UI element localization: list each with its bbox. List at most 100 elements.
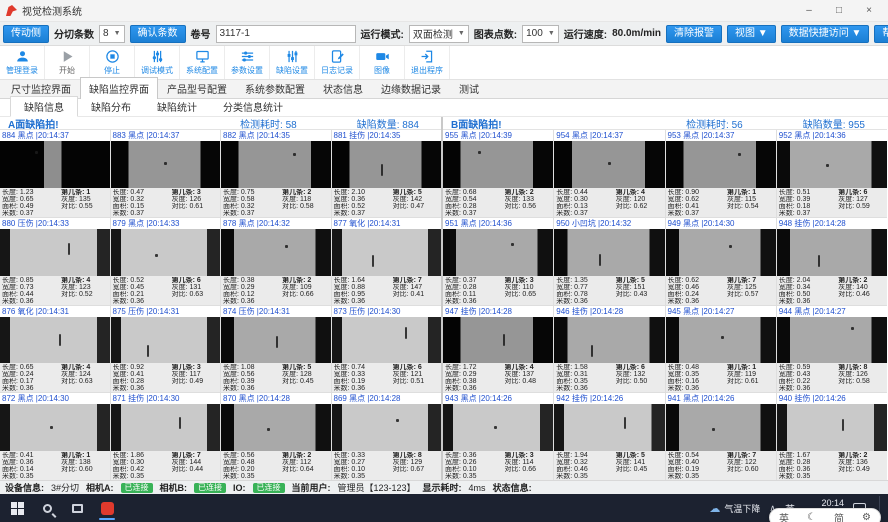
toolbar-button-monitor[interactable]: 系统配置 xyxy=(180,46,225,79)
minimize-icon[interactable]: – xyxy=(806,5,812,16)
defect-cell[interactable]: 955 黑点 |20:14:39 长度: 0.68 宽度: 0.54 面积: 0.28… xyxy=(443,130,554,217)
defect-cell[interactable]: 944 黑点 |20:14:27 长度: 0.59 宽度: 0.43 面积: 0.22… xyxy=(776,305,887,393)
tray-expand-icon[interactable]: ∧ xyxy=(769,502,776,513)
defect-cell[interactable]: 869 黑点 |20:14:28 长度: 0.33 宽度: 0.27 面积: 0.10… xyxy=(331,393,441,480)
subtab-0[interactable]: 缺陷信息 xyxy=(10,96,78,117)
toolbar-button-sliders-h[interactable]: 参数设置 xyxy=(225,46,270,79)
taskbar-search-button[interactable] xyxy=(32,496,62,520)
defect-cell[interactable]: 880 压伤 |20:14:33 长度: 0.85 宽度: 0.73 面积: 0.44… xyxy=(0,217,110,305)
tab-5[interactable]: 边缘数据记录 xyxy=(381,85,441,96)
defect-cell[interactable]: 947 挂伤 |20:14:28 长度: 1.72 宽度: 0.29 面积: 0.38… xyxy=(443,305,554,393)
metric-row: 米数: 0.35 xyxy=(778,473,811,480)
defect-cell[interactable]: 949 黑点 |20:14:30 长度: 0.62 宽度: 0.46 面积: 0.24… xyxy=(665,217,776,305)
subtab-1[interactable]: 缺陷分布 xyxy=(91,103,131,114)
defect-metrics-left: 长度: 0.56 宽度: 0.48 面积: 0.20 米数: 0.35 xyxy=(223,452,282,480)
subtab-2[interactable]: 缺陷统计 xyxy=(157,103,197,114)
toolbar-button-camera[interactable]: 图像 xyxy=(360,46,405,79)
metric-row: 灰度: 128 xyxy=(282,371,312,379)
metric-row: 灰度: 131 xyxy=(171,283,202,291)
defect-image xyxy=(554,228,665,276)
taskbar-app-button[interactable] xyxy=(92,496,122,520)
defect-cell[interactable]: 946 挂伤 |20:14:28 长度: 1.58 宽度: 0.31 面积: 0.35… xyxy=(554,305,665,393)
tab-1[interactable]: 缺陷监控界面 xyxy=(80,77,158,99)
tab-3[interactable]: 系统参数配置 xyxy=(245,85,305,96)
defect-image xyxy=(110,316,220,364)
chevron-down-icon: ▼ xyxy=(457,30,465,37)
defect-cell[interactable]: 870 黑点 |20:14:28 长度: 0.56 宽度: 0.48 面积: 0.20… xyxy=(221,393,331,480)
metric-row: 长度: 0.56 xyxy=(223,452,255,459)
defect-cell[interactable]: 884 黑点 |20:14:37 长度: 1.23 宽度: 0.65 面积: 0.49… xyxy=(0,130,110,217)
defect-info: 长度: 0.38 宽度: 0.29 面积: 0.12 米数: 0.36 第几条: 2 灰度… xyxy=(221,275,331,305)
defect-cell[interactable]: 879 黑点 |20:14:33 长度: 0.52 宽度: 0.45 面积: 0.21… xyxy=(110,217,220,305)
tab-2[interactable]: 产品型号配置 xyxy=(167,85,227,96)
defect-cell[interactable]: 950 小凹坑 |20:14:32 长度: 1.35 宽度: 0.77 面积: 0.7… xyxy=(554,217,665,305)
toolbar-button-sliders-v[interactable]: 缺陷设置 xyxy=(270,46,315,79)
roll-no-input[interactable] xyxy=(215,24,356,43)
clear-alarm-button[interactable]: 清除报警 xyxy=(666,24,723,43)
metric-row: 宽度: 0.43 xyxy=(778,371,811,379)
help-menu-button[interactable]: 帮助 ▼ xyxy=(874,24,888,43)
defect-cell[interactable]: 945 黑点 |20:14:27 长度: 0.48 宽度: 0.35 面积: 0.16… xyxy=(665,305,776,393)
toolbar-button-stop[interactable]: 停止 xyxy=(90,46,135,79)
tab-6[interactable]: 测试 xyxy=(459,85,479,96)
metric-row: 长度: 0.47 xyxy=(112,188,145,196)
clock-time: 20:14 xyxy=(821,498,844,508)
defect-cell[interactable]: 881 挂伤 |20:14:35 长度: 2.10 宽度: 0.36 面积: 0.52… xyxy=(331,130,441,217)
defect-mark xyxy=(155,253,159,257)
start-button[interactable] xyxy=(2,496,32,520)
metric-row: 第几条: 6 xyxy=(615,364,645,372)
tab-0[interactable]: 尺寸监控界面 xyxy=(11,85,71,96)
defect-cell[interactable]: 940 挂伤 |20:14:26 长度: 1.67 宽度: 0.28 面积: 0.36… xyxy=(776,393,887,480)
dark-mode-moon-icon[interactable]: ☾ xyxy=(807,512,816,522)
metric-row: 面积: 0.28 xyxy=(112,378,145,386)
defect-cell[interactable]: 943 黑点 |20:14:26 长度: 0.36 宽度: 0.26 面积: 0.10… xyxy=(443,393,554,480)
task-view-button[interactable] xyxy=(62,496,92,520)
subtab-3[interactable]: 分类信息统计 xyxy=(223,103,283,114)
metric-row: 长度: 0.59 xyxy=(778,364,811,372)
language-switcher[interactable]: 英 ☾ 简 ⚙ xyxy=(769,508,881,522)
defect-cell[interactable]: 942 挂伤 |20:14:26 长度: 1.94 宽度: 0.32 面积: 0.46… xyxy=(554,393,665,480)
show-desktop-button[interactable] xyxy=(879,496,882,520)
defect-metrics-left: 长度: 0.62 宽度: 0.46 面积: 0.24 米数: 0.36 xyxy=(668,277,728,305)
defect-cell[interactable]: 873 压伤 |20:14:30 长度: 0.74 宽度: 0.33 面积: 0.19… xyxy=(331,305,441,393)
view-menu-button[interactable]: 视图 ▼ xyxy=(727,24,776,43)
defect-cell[interactable]: 877 氧化 |20:14:31 长度: 1.64 宽度: 0.88 面积: 0.95… xyxy=(331,217,441,305)
defect-cell[interactable]: 878 黑点 |20:14:32 长度: 0.38 宽度: 0.29 面积: 0.12… xyxy=(221,217,331,305)
monitor-icon xyxy=(195,49,210,64)
defect-cell[interactable]: 953 黑点 |20:14:37 长度: 0.90 宽度: 0.62 面积: 0.41… xyxy=(665,130,776,217)
toolbar-button-exit[interactable]: 退出程序 xyxy=(405,46,450,79)
chart-points-label: 图表点数: xyxy=(473,30,518,41)
maximize-icon[interactable]: □ xyxy=(835,5,843,16)
metric-row: 米数: 0.36 xyxy=(333,385,366,393)
close-icon[interactable]: × xyxy=(866,5,872,16)
defect-cell[interactable]: 951 黑点 |20:14:36 长度: 0.37 宽度: 0.28 面积: 0.11… xyxy=(443,217,554,305)
slit-count-select[interactable]: 8 ▼ xyxy=(99,24,125,43)
toolbar-button-user[interactable]: 管理登录 xyxy=(0,46,45,79)
tab-4[interactable]: 状态信息 xyxy=(323,85,363,96)
chart-points-select[interactable]: 100 ▼ xyxy=(522,24,559,43)
drive-side-button[interactable]: 传动侧 xyxy=(3,24,49,43)
run-mode-select[interactable]: 双面检测 ▼ xyxy=(408,24,469,43)
lang-en-button[interactable]: 英 xyxy=(779,514,789,522)
defect-cell[interactable]: 871 挂伤 |20:14:30 长度: 1.86 宽度: 0.30 面积: 0.42… xyxy=(110,393,220,480)
taskbar-weather[interactable]: ☁ 气温下降 xyxy=(709,502,760,515)
defect-cell[interactable]: 876 氧化 |20:14:31 长度: 0.65 宽度: 0.24 面积: 0.17… xyxy=(0,305,110,393)
defect-cell[interactable]: 872 黑点 |20:14:30 长度: 0.41 宽度: 0.36 面积: 0.14… xyxy=(0,393,110,480)
defect-cell[interactable]: 954 黑点 |20:14:37 长度: 0.44 宽度: 0.30 面积: 0.13… xyxy=(554,130,665,217)
toolbar-button-play[interactable]: 开始 xyxy=(45,46,90,79)
metric-row: 灰度: 119 xyxy=(727,371,757,379)
toolbar-button-tune[interactable]: 调试模式 xyxy=(135,46,180,79)
defect-cell[interactable]: 941 黑点 |20:14:26 长度: 0.54 宽度: 0.40 面积: 0.19… xyxy=(665,393,776,480)
data-access-menu-button[interactable]: 数据快捷访问 ▼ xyxy=(780,24,870,43)
confirm-count-button[interactable]: 确认条数 xyxy=(129,24,186,43)
lang-simplified-button[interactable]: 简 xyxy=(834,514,844,522)
defect-cell[interactable]: 874 压伤 |20:14:31 长度: 1.08 宽度: 0.56 面积: 0.39… xyxy=(221,305,331,393)
defect-cell[interactable]: 882 黑点 |20:14:35 长度: 0.75 宽度: 0.58 面积: 0.32… xyxy=(221,130,331,217)
defect-cell[interactable]: 883 黑点 |20:14:37 长度: 0.47 宽度: 0.32 面积: 0.15… xyxy=(110,130,220,217)
toolbar-button-journal[interactable]: 日志记录 xyxy=(315,46,360,79)
defect-cell[interactable]: 948 挂伤 |20:14:28 长度: 2.04 宽度: 0.34 面积: 0.50… xyxy=(776,217,887,305)
settings-gear-icon[interactable]: ⚙ xyxy=(862,512,871,522)
defect-mark xyxy=(729,244,733,248)
defect-cell[interactable]: 952 黑点 |20:14:36 长度: 0.51 宽度: 0.39 面积: 0.18… xyxy=(776,130,887,217)
defect-cell[interactable]: 875 压伤 |20:14:31 长度: 0.92 宽度: 0.41 面积: 0.28… xyxy=(110,305,220,393)
